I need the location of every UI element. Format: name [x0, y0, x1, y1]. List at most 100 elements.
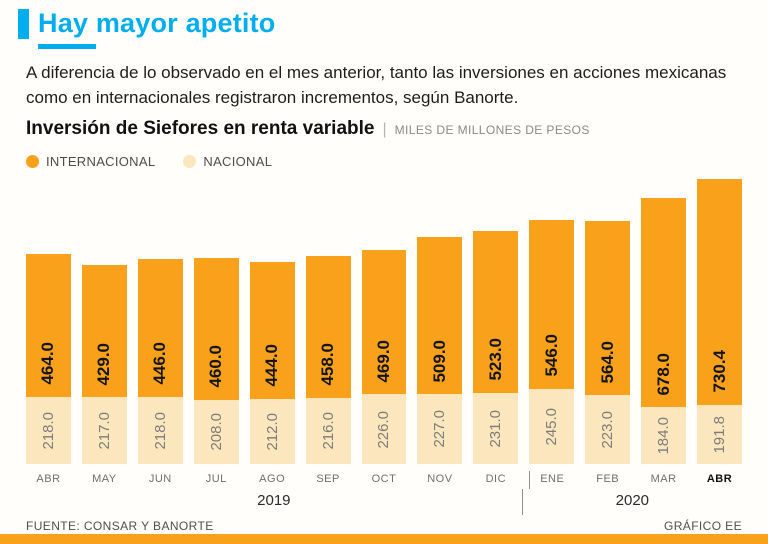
x-axis: ABR MAY JUN JUL AGO SEP OCT NOV DIC ENE FEB MAR ABR — [26, 464, 742, 490]
value-label-nacional: 231.0 — [487, 409, 505, 448]
bar-segment-nacional: 218.0 — [26, 396, 71, 465]
bar-abr-12: 730.4 191.8 — [697, 179, 742, 465]
value-label-nacional: 216.0 — [319, 412, 337, 450]
x-axis-label-feb-10: FEB — [596, 473, 620, 486]
title-accent-block — [18, 8, 29, 39]
value-label-nacional: 245.0 — [543, 407, 561, 446]
bar-segment-internacional: 564.0 — [585, 221, 631, 396]
bar-segment-internacional: 509.0 — [417, 236, 463, 395]
bar-segment-nacional: 245.0 — [529, 388, 575, 465]
value-label-nacional: 218.0 — [151, 411, 169, 450]
value-label-internacional: 464.0 — [38, 342, 58, 385]
value-label-internacional: 546.0 — [541, 334, 561, 377]
x-axis-label-ene-9: ENE — [529, 471, 574, 490]
bar-jun-2: 446.0 218.0 — [137, 179, 183, 465]
value-label-internacional: 460.0 — [206, 345, 226, 389]
year-label-2019: 2019 — [257, 492, 291, 510]
bar-jul-3: 460.0 208.0 — [193, 179, 239, 465]
value-label-internacional: 523.0 — [485, 338, 505, 381]
bar-may-1: 429.0 217.0 — [81, 179, 127, 465]
bar-segment-internacional: 730.4 — [697, 179, 742, 406]
bar-segment-nacional: 184.0 — [641, 407, 687, 465]
value-label-nacional: 218.0 — [39, 411, 57, 450]
value-label-nacional: 217.0 — [95, 411, 113, 450]
x-axis-label-jun-2: JUN — [148, 473, 172, 486]
chart-units: MILES DE MILLONES DE PESOS — [394, 123, 590, 138]
value-label-nacional: 208.0 — [207, 413, 225, 451]
x-axis-label-abr-0: ABR — [36, 473, 61, 486]
bar-dic-8: 523.0 231.0 — [473, 179, 519, 465]
value-label-nacional: 227.0 — [431, 410, 449, 448]
bar-segment-nacional: 231.0 — [473, 392, 519, 465]
legend-dot-internacional-icon — [26, 155, 39, 169]
chart-plot: 464.0 218.0 429.0 217.0 446.0 218.0 460.0 208.0… — [26, 179, 742, 516]
header: Hay mayor apetito — [18, 8, 742, 39]
x-axis-label-mar-11: MAR — [650, 473, 677, 486]
bar-sep-5: 458.0 216.0 — [305, 179, 351, 465]
source-credit: FUENTE: CONSAR Y BANORTE — [26, 519, 214, 534]
bars: 464.0 218.0 429.0 217.0 446.0 218.0 460.0 208.0… — [26, 179, 742, 465]
bar-segment-internacional: 678.0 — [641, 197, 687, 408]
subtitle-text: A diferencia de lo observado en el mes a… — [26, 63, 727, 107]
page-title: Hay mayor apetito — [38, 8, 276, 38]
legend-label-internacional: INTERNACIONAL — [46, 154, 156, 170]
value-label-internacional: 564.0 — [597, 340, 617, 384]
value-label-nacional: 212.0 — [263, 412, 281, 451]
x-axis-label-jul-3: JUL — [205, 473, 227, 486]
x-axis-label-ago-4: AGO — [259, 473, 286, 486]
bar-abr-0: 464.0 218.0 — [26, 179, 71, 465]
bar-segment-internacional: 444.0 — [249, 261, 295, 399]
year-axis: 2019 2020 — [26, 489, 742, 516]
bar-segment-nacional: 223.0 — [585, 395, 631, 465]
value-label-nacional: 223.0 — [599, 411, 617, 449]
bar-segment-nacional: 216.0 — [305, 397, 351, 465]
value-label-internacional: 458.0 — [318, 342, 338, 386]
bar-segment-internacional: 458.0 — [305, 256, 351, 398]
x-axis-label-dic-8: DIC — [485, 473, 507, 486]
value-label-internacional: 678.0 — [653, 352, 673, 396]
bottom-accent-strip — [0, 534, 768, 544]
bar-segment-nacional: 217.0 — [81, 397, 127, 465]
bar-segment-nacional: 212.0 — [249, 398, 295, 465]
bar-segment-internacional: 523.0 — [473, 231, 519, 393]
x-axis-label-may-1: MAY — [92, 473, 117, 486]
bar-feb-10: 564.0 223.0 — [585, 179, 631, 465]
x-axis-label-sep-5: SEP — [316, 473, 340, 486]
legend-dot-nacional-icon — [183, 155, 197, 169]
value-label-internacional: 429.0 — [94, 342, 114, 386]
bar-segment-internacional: 546.0 — [529, 219, 575, 389]
value-label-nacional: 191.8 — [711, 415, 729, 454]
bar-segment-internacional: 464.0 — [26, 253, 71, 397]
bar-segment-nacional: 227.0 — [417, 394, 463, 465]
bar-segment-internacional: 469.0 — [361, 249, 407, 395]
bar-nov-7: 509.0 227.0 — [417, 179, 463, 465]
footer: FUENTE: CONSAR Y BANORTE GRÁFICO EE — [26, 519, 742, 533]
graphic-credit: GRÁFICO EE — [663, 519, 742, 534]
bar-segment-internacional: 460.0 — [193, 257, 239, 401]
x-axis-label-abr-12: ABR — [706, 473, 733, 486]
bar-mar-11: 678.0 184.0 — [641, 179, 687, 465]
bar-ago-4: 444.0 212.0 — [249, 179, 295, 465]
bar-segment-nacional: 226.0 — [361, 394, 407, 465]
chart-title-separator: | — [382, 121, 387, 139]
value-label-internacional: 469.0 — [373, 339, 393, 383]
bar-segment-nacional: 208.0 — [193, 400, 239, 465]
bar-ene-9: 546.0 245.0 — [529, 179, 575, 465]
legend-item-internacional: INTERNACIONAL — [26, 154, 155, 169]
chart-title: Inversión de Siefores en renta variable — [26, 118, 375, 140]
chart-header: Inversión de Siefores en renta variable … — [26, 118, 742, 140]
value-label-internacional: 730.4 — [709, 350, 729, 394]
year-label-2020: 2020 — [521, 489, 742, 516]
legend-item-nacional: NACIONAL — [183, 154, 272, 169]
bar-segment-nacional: 191.8 — [697, 405, 742, 465]
x-axis-label-oct-6: OCT — [371, 473, 397, 486]
x-axis-label-nov-7: NOV — [427, 473, 453, 486]
value-label-internacional: 444.0 — [262, 344, 282, 387]
title-underline — [38, 44, 96, 49]
bar-segment-internacional: 429.0 — [81, 264, 127, 398]
value-label-nacional: 226.0 — [375, 410, 393, 449]
value-label-internacional: 509.0 — [429, 339, 449, 383]
bar-segment-internacional: 446.0 — [137, 259, 183, 397]
chart-legend: INTERNACIONAL NACIONAL — [26, 154, 742, 169]
